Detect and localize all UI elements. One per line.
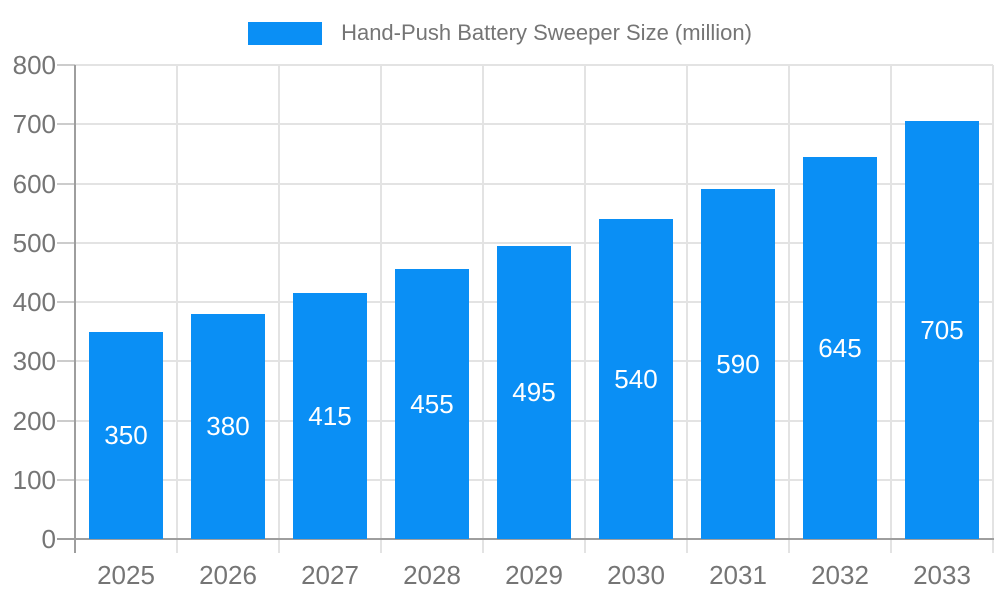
y-tick xyxy=(57,478,75,481)
x-axis-label: 2031 xyxy=(709,560,767,590)
x-axis-label: 2029 xyxy=(505,560,563,590)
x-axis-label: 2027 xyxy=(301,560,359,590)
bar-value-label: 455 xyxy=(410,389,454,420)
bar-2033[interactable] xyxy=(905,121,979,539)
x-gridline xyxy=(380,65,382,553)
x-axis-label: 2033 xyxy=(913,560,971,590)
x-gridline xyxy=(992,65,994,553)
y-tick xyxy=(57,241,75,244)
y-tick xyxy=(57,64,75,66)
bar-2027[interactable] xyxy=(293,293,367,539)
x-axis-label: 2028 xyxy=(403,560,461,590)
x-gridline xyxy=(788,65,790,553)
bar-value-label: 590 xyxy=(716,349,760,380)
bar-value-label: 415 xyxy=(308,401,352,432)
y-axis-label: 200 xyxy=(12,405,56,436)
x-axis-label: 2025 xyxy=(97,560,155,590)
bar-value-label: 705 xyxy=(920,315,964,346)
bar-value-label: 380 xyxy=(206,411,250,442)
bar-value-label: 645 xyxy=(818,332,862,363)
x-gridline xyxy=(482,65,484,553)
y-gridline xyxy=(75,241,993,244)
y-axis-label: 400 xyxy=(12,287,56,317)
x-gridline xyxy=(176,65,178,553)
y-tick xyxy=(57,301,75,303)
y-axis-label: 600 xyxy=(12,168,56,199)
legend-label: Hand-Push Battery Sweeper Size (million) xyxy=(341,20,752,45)
y-tick xyxy=(57,182,75,185)
x-gridline xyxy=(686,65,688,553)
chart-legend[interactable]: Hand-Push Battery Sweeper Size (million) xyxy=(0,20,1000,46)
y-tick xyxy=(57,123,75,126)
y-tick xyxy=(57,360,75,363)
y-axis-label: 300 xyxy=(12,346,56,377)
bar-2028[interactable] xyxy=(395,269,469,539)
bar-value-label: 495 xyxy=(512,377,556,408)
y-axis-label: 500 xyxy=(12,227,56,258)
y-axis-line xyxy=(74,65,76,553)
x-axis-label: 2026 xyxy=(199,560,257,590)
x-axis-label: 2032 xyxy=(811,560,869,590)
x-axis-line xyxy=(57,538,994,540)
bar-value-label: 540 xyxy=(614,364,658,395)
bar-2032[interactable] xyxy=(803,156,877,539)
y-gridline xyxy=(75,182,993,185)
bar-2026[interactable] xyxy=(191,313,265,539)
x-axis-label: 2030 xyxy=(607,560,665,590)
y-axis-label: 700 xyxy=(12,109,56,140)
y-gridline xyxy=(75,64,993,66)
y-gridline xyxy=(75,123,993,126)
x-gridline xyxy=(584,65,586,553)
legend-swatch[interactable] xyxy=(248,21,323,45)
bar-2031[interactable] xyxy=(701,189,775,539)
y-axis-label: 800 xyxy=(12,50,56,80)
bar-2029[interactable] xyxy=(497,245,571,539)
x-gridline xyxy=(890,65,892,553)
bar-2030[interactable] xyxy=(599,219,673,539)
y-tick xyxy=(57,419,75,422)
bar-value-label: 350 xyxy=(104,420,148,451)
y-axis-label: 0 xyxy=(41,524,56,554)
x-gridline xyxy=(278,65,280,553)
y-axis-label: 100 xyxy=(12,464,56,495)
bar-2025[interactable] xyxy=(89,331,163,539)
